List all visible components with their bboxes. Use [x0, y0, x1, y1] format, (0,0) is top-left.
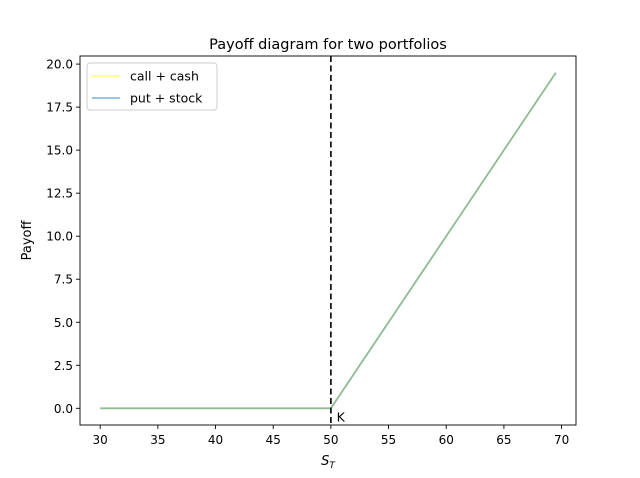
legend-label-1: call + cash: [130, 69, 199, 84]
x-axis-label: ST: [321, 454, 336, 471]
y-tick-label: 15.0: [46, 144, 73, 158]
x-tick-label: 65: [496, 433, 511, 447]
chart-title: Payoff diagram for two portfolios: [209, 37, 447, 53]
x-tick-label: 70: [554, 433, 569, 447]
x-tick-label: 30: [93, 433, 108, 447]
y-axis-label: Payoff: [20, 220, 35, 261]
y-tick-label: 0.0: [54, 402, 73, 416]
x-tick-label: 45: [266, 433, 281, 447]
legend-label-2: put + stock: [130, 91, 203, 106]
y-tick-label: 17.5: [46, 101, 73, 115]
x-tick-label: 55: [381, 433, 396, 447]
y-tick-label: 2.5: [54, 359, 73, 373]
x-tick-label: 35: [150, 433, 165, 447]
x-axis-label-subscript: T: [329, 461, 336, 471]
y-tick-label: 10.0: [46, 230, 73, 244]
legend: call + cash put + stock: [86, 62, 218, 111]
y-tick-label: 7.5: [54, 273, 73, 287]
plot-area: K 30 35 40 45 50 55 60 65 70 0.0 2.5 5.0 7.5 10.0 12.5 1…: [46, 55, 577, 447]
x-tick-label: 40: [208, 433, 223, 447]
annotation-label: K: [337, 409, 346, 424]
x-axis-label-main: S: [321, 454, 329, 469]
x-tick-label: 50: [323, 433, 338, 447]
axes-frame: [79, 55, 577, 426]
x-tick-label: 60: [439, 433, 454, 447]
y-tick-label: 5.0: [54, 316, 73, 330]
y-tick-label: 12.5: [46, 187, 73, 201]
y-tick-label: 20.0: [46, 58, 73, 72]
